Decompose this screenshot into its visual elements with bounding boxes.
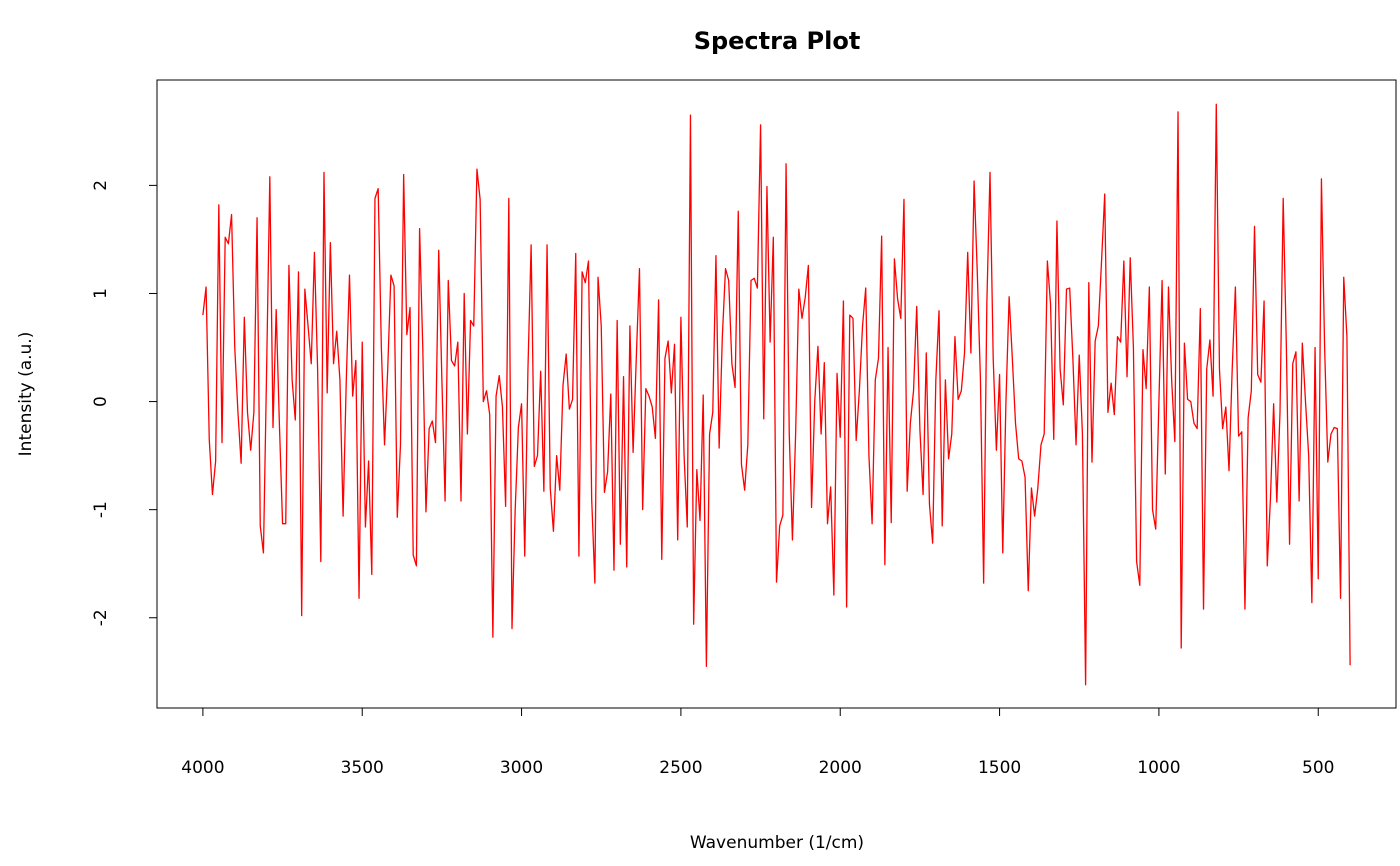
x-tick-label: 4000 <box>181 758 224 778</box>
x-tick-label: 1000 <box>1137 758 1180 778</box>
x-axis-label: Wavenumber (1/cm) <box>690 833 864 853</box>
y-tick-label: 0 <box>91 396 111 407</box>
y-tick-label: 1 <box>91 288 111 299</box>
x-tick-label: 3000 <box>500 758 543 778</box>
y-tick-label: -1 <box>91 501 111 518</box>
chart-title: Spectra Plot <box>694 27 861 55</box>
plot-frame <box>156 79 1397 709</box>
x-tick-label: 2000 <box>819 758 862 778</box>
x-tick-label: 1500 <box>978 758 1021 778</box>
x-tick-label: 3500 <box>341 758 384 778</box>
y-tick-label: 2 <box>91 180 111 191</box>
x-tick-label: 2500 <box>659 758 702 778</box>
spectrum-line <box>202 103 1351 686</box>
x-tick-label: 500 <box>1302 758 1334 778</box>
y-tick-label: -2 <box>91 609 111 626</box>
y-axis-label: Intensity (a.u.) <box>16 332 36 457</box>
